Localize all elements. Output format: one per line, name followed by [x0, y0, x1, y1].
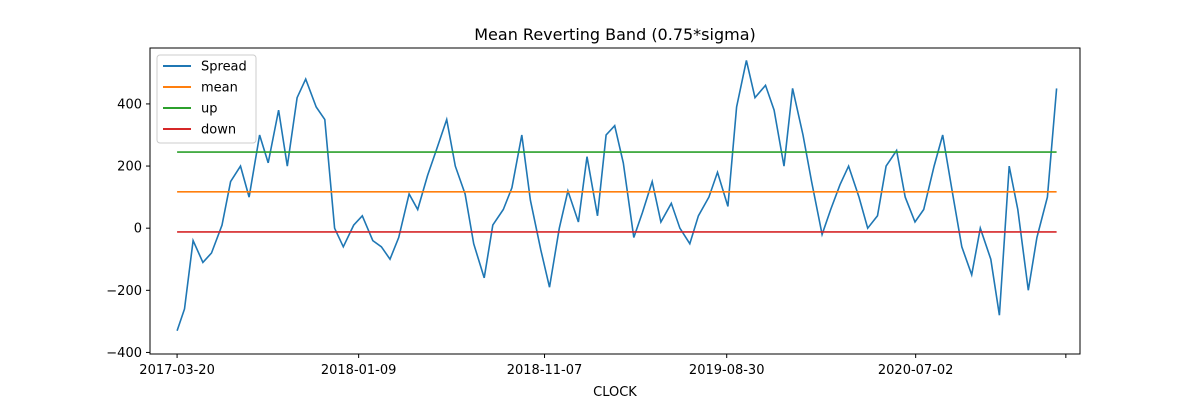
x-axis: 2017-03-20 2018-01-09 2018-11-07 2019-08-30…	[139, 354, 1067, 378]
x-tick-label: 2020-07-02	[878, 363, 954, 378]
x-axis-label: CLOCK	[593, 385, 637, 400]
legend-label: up	[201, 102, 218, 117]
y-tick-label: −200	[106, 284, 142, 299]
y-tick-label: 0	[134, 222, 142, 237]
y-tick-label: 400	[117, 97, 142, 112]
legend-label: Spread	[201, 60, 247, 75]
legend-label: down	[201, 123, 236, 138]
legend-box	[156, 54, 257, 144]
y-tick-label: −400	[106, 346, 142, 361]
chart-title: Mean Reverting Band (0.75*sigma)	[474, 25, 756, 44]
x-tick-label: 2019-08-30	[689, 363, 765, 378]
series-line-spread	[176, 60, 1058, 331]
x-tick-label: 2018-01-09	[321, 363, 397, 378]
y-axis: −400 −200 0 200 400	[106, 97, 150, 361]
x-tick-label: 2018-11-07	[507, 363, 583, 378]
x-tick-label: 2017-03-20	[139, 363, 215, 378]
legend: Spread mean up down	[156, 54, 257, 144]
y-tick-label: 200	[117, 160, 142, 175]
legend-label: mean	[201, 81, 238, 96]
series-layer	[176, 60, 1058, 331]
plot-area	[149, 47, 1081, 355]
